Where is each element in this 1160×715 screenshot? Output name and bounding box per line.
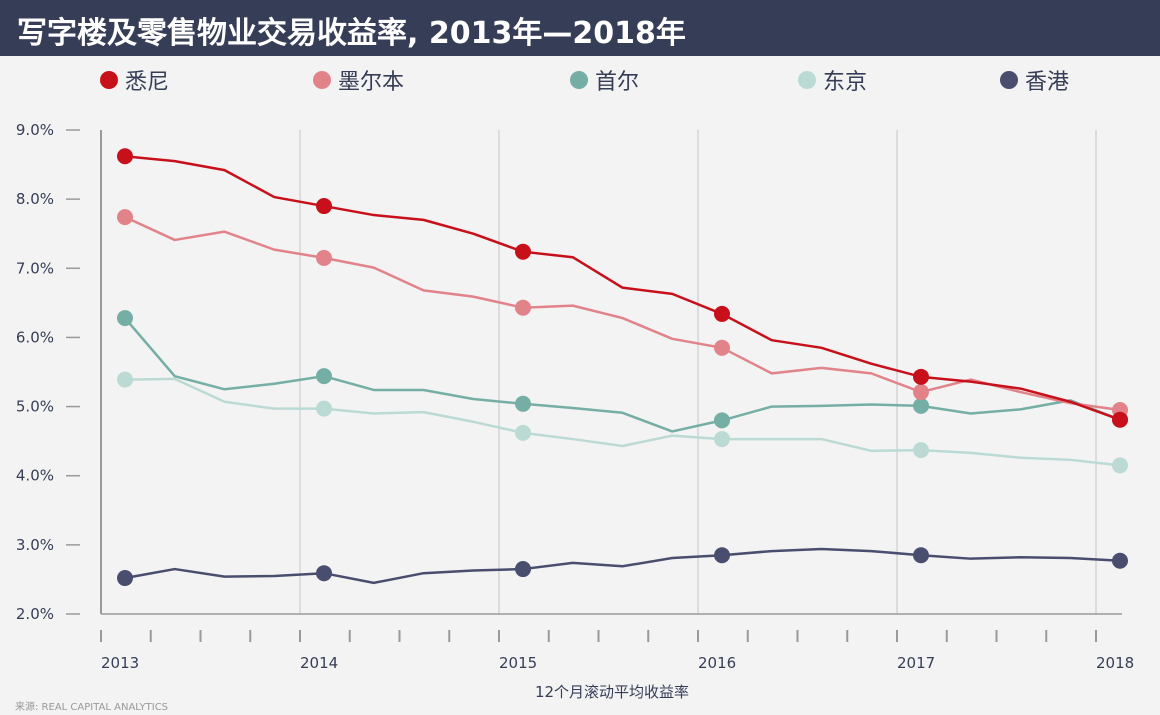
data-point [515, 561, 531, 578]
data-point [714, 431, 730, 448]
legend-marker-icon [313, 71, 331, 89]
series-line [124, 547, 1121, 585]
data-point [714, 339, 730, 356]
legend: 悉尼 墨尔本 首尔 东京 香港 [0, 64, 1160, 98]
data-point [316, 400, 332, 417]
data-point [117, 310, 133, 327]
y-tick-label: 5.0% [16, 398, 54, 416]
x-tick-label: 2015 [499, 654, 537, 672]
data-point [1112, 457, 1128, 474]
data-point [913, 384, 929, 401]
legend-label: 墨尔本 [338, 70, 405, 95]
data-point [316, 565, 332, 582]
x-axis-label: 12个月滚动平均收益率 [535, 683, 689, 701]
y-tick-label: 9.0% [16, 121, 54, 139]
legend-label: 悉尼 [125, 70, 170, 95]
data-point [913, 442, 929, 459]
data-point [117, 209, 133, 226]
x-tick-label: 2016 [698, 654, 736, 672]
legend-marker-icon [798, 71, 816, 89]
legend-item: 香港 [1000, 64, 1069, 96]
legend-marker-icon [100, 71, 118, 89]
legend-marker-icon [570, 71, 588, 89]
data-point [714, 547, 730, 564]
series-line [124, 155, 1121, 421]
y-tick-label: 6.0% [16, 328, 54, 346]
x-tick-label: 2014 [300, 654, 338, 672]
x-tick-label: 2017 [897, 654, 935, 672]
data-point [117, 570, 133, 587]
data-point [515, 424, 531, 441]
legend-item: 墨尔本 [313, 64, 404, 96]
y-tick-label: 8.0% [16, 190, 54, 208]
series-line [124, 317, 1121, 433]
y-tick-label: 7.0% [16, 259, 54, 277]
data-point [1112, 552, 1128, 569]
x-tick-label: 2018 [1096, 654, 1134, 672]
source-note: 来源: REAL CAPITAL ANALYTICS [15, 702, 169, 713]
data-point [714, 412, 730, 429]
legend-item: 首尔 [570, 64, 639, 96]
data-point [714, 305, 730, 322]
legend-label: 首尔 [595, 70, 640, 95]
legend-marker-icon [1000, 71, 1018, 89]
legend-label: 香港 [1025, 70, 1070, 95]
data-point [316, 368, 332, 385]
series-line [124, 215, 1121, 412]
chart-title: 写字楼及零售物业交易收益率, 2013年—2018年 [17, 16, 686, 51]
data-point [913, 368, 929, 385]
data-point [515, 395, 531, 412]
data-point [913, 397, 929, 414]
data-point [515, 243, 531, 260]
data-point [913, 547, 929, 564]
legend-label: 东京 [823, 70, 868, 95]
y-tick-label: 3.0% [16, 536, 54, 554]
y-tick-label: 4.0% [16, 467, 54, 485]
legend-item: 东京 [798, 64, 867, 96]
data-point [117, 371, 133, 388]
data-point [515, 299, 531, 316]
data-point [316, 249, 332, 266]
data-point [316, 198, 332, 215]
data-point [1112, 411, 1128, 428]
legend-item: 悉尼 [100, 64, 169, 96]
y-tick-label: 2.0% [16, 605, 54, 623]
series-line [124, 377, 1121, 467]
x-tick-label: 2013 [101, 654, 139, 672]
title-bar: 写字楼及零售物业交易收益率, 2013年—2018年 [0, 0, 1160, 56]
data-point [117, 148, 133, 165]
